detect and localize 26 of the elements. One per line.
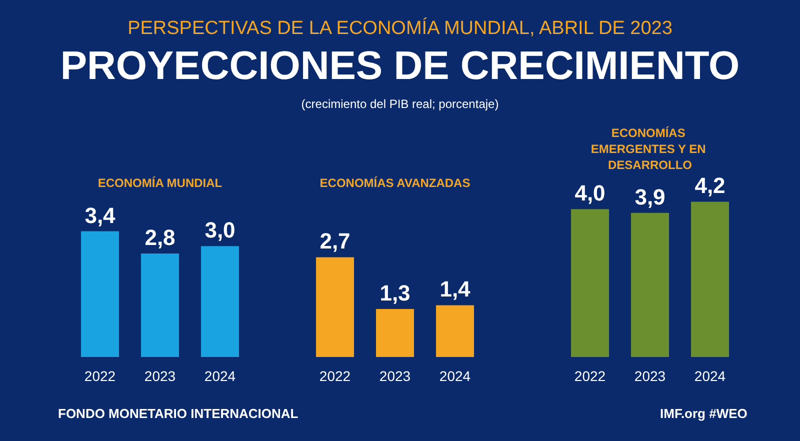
text: IMF.org #WEO <box>660 406 748 421</box>
chart-title: ECONOMÍA MUNDIAL <box>98 176 222 190</box>
x-tick-label: 2022 <box>574 368 606 384</box>
x-tick-label: 2022 <box>319 368 351 384</box>
data-label: 3,4 <box>84 202 116 228</box>
text: (crecimiento del PIB real; porcentaje) <box>300 97 500 111</box>
data-label: 3,9 <box>634 184 666 210</box>
data-label: 4,0 <box>574 180 606 206</box>
x-tick-label: 2022 <box>84 368 116 384</box>
x-tick-label: 2024 <box>439 368 471 384</box>
x-tick-label: 2023 <box>634 368 666 384</box>
chart-title: ECONOMÍAS EMERGENTES Y EN DESARROLLO <box>590 126 710 172</box>
chart-title: ECONOMÍAS AVANZADAS <box>320 176 470 190</box>
data-label: 2,7 <box>320 228 350 254</box>
text: FONDO MONETARIO INTERNACIONAL <box>58 406 298 421</box>
data-label: 3,0 <box>204 218 236 243</box>
x-tick-label: 2023 <box>144 368 176 384</box>
data-label: 1,3 <box>380 280 410 306</box>
data-label: 4,2 <box>694 173 726 198</box>
x-tick-label: 2024 <box>204 368 236 384</box>
data-label: 2,8 <box>144 224 176 250</box>
x-tick-label: 2024 <box>694 368 726 384</box>
data-label: 1,4 <box>440 276 472 302</box>
text: PERSPECTIVAS DE LA ECONOMÍA MUNDIAL, ABRIL DE 2023 <box>126 18 674 40</box>
text: PROYECCIONES DE CRECIMIENTO <box>59 44 741 89</box>
x-tick-label: 2023 <box>379 368 411 384</box>
